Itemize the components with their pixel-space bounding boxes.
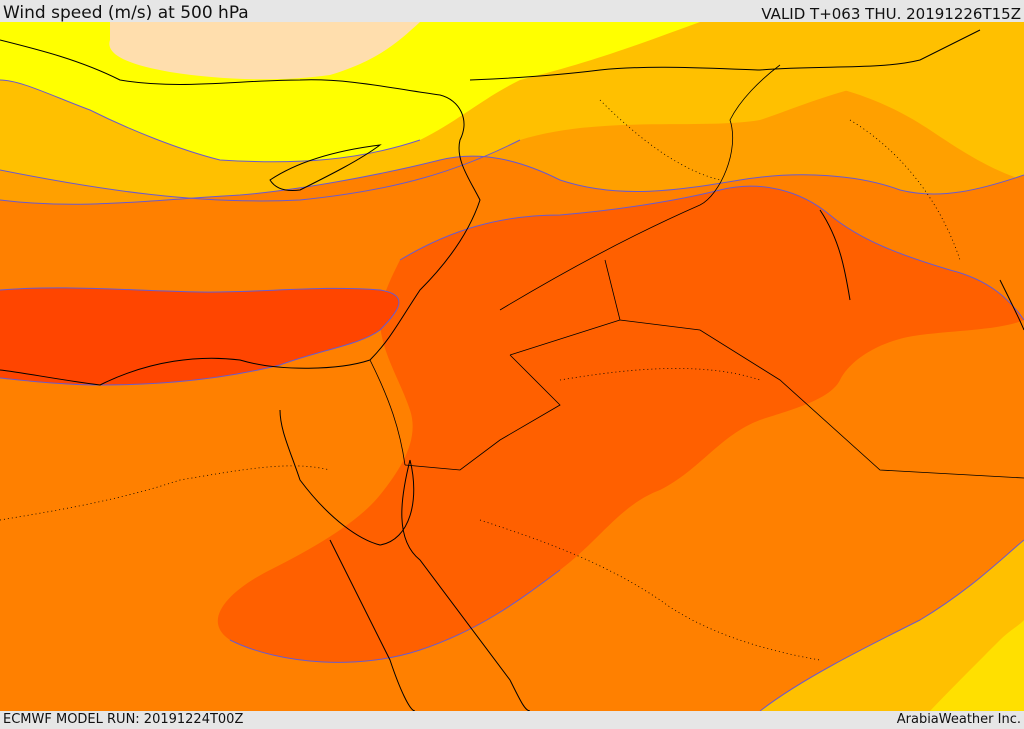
credit: ArabiaWeather Inc. [896, 712, 1021, 727]
model-run: ECMWF MODEL RUN: 20191224T00Z [3, 712, 244, 727]
map-title: Wind speed (m/s) at 500 hPa [3, 3, 249, 23]
wind-speed-map[interactable] [0, 22, 1024, 711]
border-line [404, 354, 561, 471]
internal-boundary [559, 368, 761, 381]
field-east-upper [700, 22, 1024, 180]
coastline [469, 29, 981, 81]
coastline [401, 459, 531, 711]
field-central-dark [217, 186, 1024, 663]
footer-bar: ECMWF MODEL RUN: 20191224T00Z ArabiaWeat… [0, 711, 1024, 729]
field-peach [109, 22, 420, 80]
internal-boundary [849, 119, 961, 261]
internal-boundary [0, 465, 331, 521]
contour-line [0, 155, 1024, 205]
coastline [269, 144, 382, 191]
coastline [999, 279, 1024, 331]
contour-line [0, 79, 421, 163]
border-line [509, 319, 621, 356]
coastline [279, 409, 415, 546]
contour-line [759, 539, 1024, 711]
contour-line [0, 287, 400, 386]
valid-time: VALID T+063 THU. 20191226T15Z [761, 5, 1021, 23]
coastline [819, 209, 851, 301]
contour-line [399, 185, 1024, 321]
contour-line [0, 139, 521, 202]
border-line [604, 259, 1024, 479]
border-line [499, 64, 781, 311]
contour-line [229, 569, 561, 663]
field-southeast-yellow [930, 620, 1024, 711]
field-jet-core [0, 287, 399, 385]
coastline [329, 539, 416, 711]
field-southeast-light [760, 540, 1024, 711]
border-line [369, 359, 406, 466]
header-bar: Wind speed (m/s) at 500 hPa VALID T+063 … [0, 0, 1024, 23]
coastline [0, 39, 481, 386]
